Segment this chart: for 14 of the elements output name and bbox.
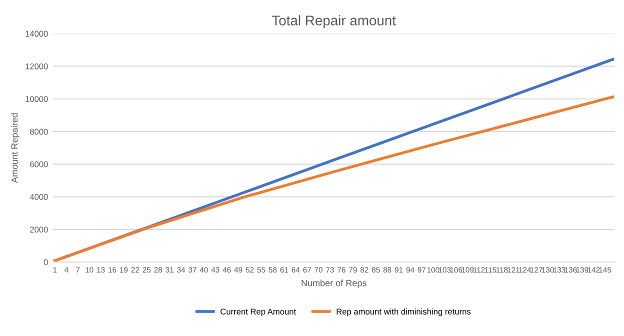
x-axis-title: Number of Reps bbox=[302, 280, 366, 288]
y-tick-label: 14000 bbox=[26, 30, 48, 37]
line-series bbox=[54, 96, 614, 262]
y-tick-label: 12000 bbox=[26, 63, 48, 70]
y-tick-label: 0 bbox=[44, 259, 48, 266]
y-tick-label: 6000 bbox=[30, 161, 48, 168]
y-axis-title: Amount Repaired bbox=[11, 113, 20, 183]
legend-label: Current Rep Amount bbox=[220, 308, 296, 316]
y-tick-label: 10000 bbox=[26, 96, 48, 102]
y-tick-label: 8000 bbox=[30, 128, 48, 135]
legend-label: Rep amount with diminishing returns bbox=[336, 308, 471, 316]
chart-title: Total Repair amount bbox=[272, 15, 396, 28]
y-tick-label: 2000 bbox=[30, 226, 48, 233]
y-tick-label: 4000 bbox=[30, 194, 48, 200]
